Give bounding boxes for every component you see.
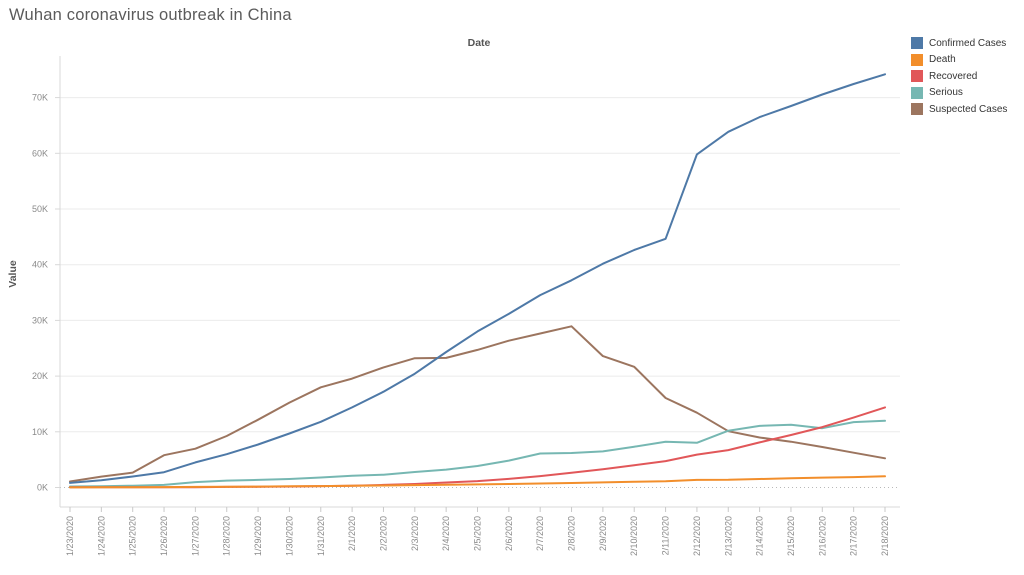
series-line-confirmed-cases[interactable]	[69, 73, 886, 484]
x-tick-label: 1/29/2020	[253, 516, 263, 556]
x-tick-label: 2/18/2020	[880, 516, 890, 556]
x-tick-label: 2/7/2020	[535, 516, 545, 551]
legend-label: Death	[929, 54, 956, 65]
y-tick-label: 30K	[32, 315, 48, 325]
y-tick-label: 70K	[32, 93, 48, 103]
x-tick-label: 1/26/2020	[159, 516, 169, 556]
chart-title: Wuhan coronavirus outbreak in China	[9, 6, 292, 24]
x-tick-label: 1/30/2020	[284, 516, 294, 556]
legend-item-serious[interactable]: Serious	[911, 86, 1007, 99]
legend-swatch-icon	[911, 103, 923, 115]
y-tick-label: 60K	[32, 148, 48, 158]
series-line-death[interactable]	[69, 475, 886, 489]
x-tick-label: 1/23/2020	[65, 516, 75, 556]
legend-item-suspected-cases[interactable]: Suspected Cases	[911, 103, 1007, 115]
x-tick-label: 1/31/2020	[316, 516, 326, 556]
x-axis-title: Date	[467, 37, 491, 49]
x-tick-label: 2/17/2020	[849, 516, 859, 556]
legend-swatch-icon	[911, 37, 923, 49]
x-tick-label: 2/13/2020	[723, 516, 733, 556]
x-tick-label: 2/12/2020	[692, 516, 702, 556]
x-tick-label: 2/16/2020	[817, 516, 827, 556]
legend: Confirmed Cases Death Recovered Serious Susp…	[911, 37, 1007, 120]
y-tick-label: 20K	[32, 371, 48, 381]
legend-item-recovered[interactable]: Recovered	[911, 70, 1007, 82]
x-tick-label: 1/28/2020	[222, 516, 232, 556]
legend-label: Recovered	[929, 70, 978, 82]
x-tick-label: 2/3/2020	[410, 516, 420, 551]
x-tick-label: 2/8/2020	[567, 516, 577, 551]
x-tick-label: 2/15/2020	[786, 516, 796, 556]
x-tick-label: 1/24/2020	[96, 516, 106, 556]
legend-label: Suspected Cases	[929, 103, 1008, 115]
x-tick-label: 2/1/2020	[347, 516, 357, 551]
legend-swatch-icon	[911, 70, 923, 82]
x-tick-label: 2/2/2020	[378, 516, 388, 551]
legend-swatch-icon	[911, 86, 923, 99]
legend-label: Serious	[929, 87, 963, 98]
y-tick-label: 50K	[32, 204, 48, 214]
legend-item-death[interactable]: Death	[911, 53, 1007, 66]
legend-swatch-icon	[911, 53, 923, 66]
y-tick-label: 40K	[32, 260, 48, 270]
legend-item-confirmed-cases[interactable]: Confirmed Cases	[911, 37, 1007, 49]
x-tick-label: 1/25/2020	[128, 516, 138, 556]
series-line-suspected-cases[interactable]	[69, 325, 886, 483]
series-line-recovered[interactable]	[69, 406, 886, 489]
x-tick-label: 2/4/2020	[441, 516, 451, 551]
x-tick-label: 2/5/2020	[472, 516, 482, 551]
x-tick-label: 1/27/2020	[190, 516, 200, 556]
x-tick-label: 2/11/2020	[661, 516, 671, 555]
y-tick-label: 0K	[37, 483, 48, 493]
legend-label: Confirmed Cases	[929, 37, 1007, 49]
series-line-serious[interactable]	[69, 419, 886, 488]
x-tick-label: 2/10/2020	[629, 516, 639, 556]
y-tick-label: 10K	[32, 427, 48, 437]
x-tick-label: 2/9/2020	[598, 516, 608, 551]
x-tick-label: 2/6/2020	[504, 516, 514, 551]
x-tick-label: 2/14/2020	[755, 516, 765, 556]
